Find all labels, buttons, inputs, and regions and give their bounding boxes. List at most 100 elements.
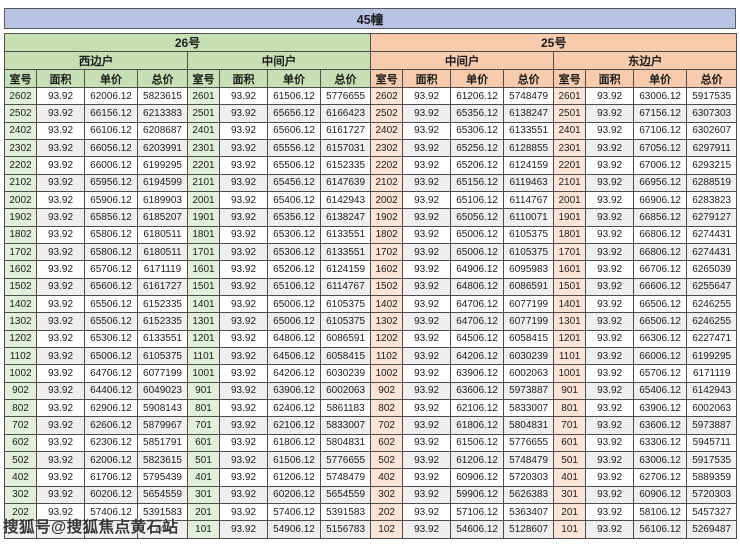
unit-price-cell: 67156.12 [633, 104, 688, 123]
total-price-column-header: 总价 [319, 69, 372, 88]
room-cell: 1302 [4, 312, 37, 331]
unit-price-cell: 61506.12 [267, 86, 321, 106]
unit-price-cell: 62006.12 [84, 450, 138, 470]
unit-price-cell: 63906.12 [633, 398, 688, 418]
room-cell: 1702 [370, 242, 404, 262]
unit-price-cell: 65706.12 [633, 364, 688, 383]
area-cell: 93.92 [585, 468, 635, 487]
unit-price-cell: 65906.12 [84, 190, 138, 210]
room-cell: 801 [187, 398, 220, 418]
room-cell: 1202 [4, 329, 37, 348]
unit-price-cell: 60906.12 [633, 485, 688, 504]
total-price-cell: 6095983 [503, 260, 555, 279]
area-cell: 93.92 [402, 312, 452, 331]
total-price-column-header: 总价 [137, 69, 188, 88]
unit-price-cell: 63906.12 [267, 381, 321, 400]
area-cell: 93.92 [36, 86, 85, 106]
total-price-cell: 6157031 [319, 138, 372, 158]
room-cell: 2201 [187, 156, 220, 175]
unit-price-cell: 65106.12 [267, 277, 321, 296]
unit-price-cell: 61806.12 [267, 433, 321, 452]
total-price-cell: 6002063 [503, 364, 555, 383]
area-cell: 93.92 [585, 381, 635, 400]
total-price-cell: 6185207 [137, 208, 188, 227]
total-price-cell: 6133551 [319, 225, 372, 244]
unit-price-cell: 63006.12 [633, 86, 688, 106]
unit-price-cell: 65506.12 [84, 294, 138, 314]
unit-price-cell: 54906.12 [267, 520, 321, 539]
total-price-cell: 6114767 [319, 277, 372, 296]
area-cell: 93.92 [219, 398, 268, 418]
unit-price-cell: 65306.12 [84, 329, 138, 348]
total-price-cell: 5720303 [503, 468, 555, 487]
table-row: 1302 93.92 65506.12 6152335 1301 93.92 65006.1… [4, 312, 738, 331]
total-price-column-header: 总价 [686, 69, 738, 88]
total-price-cell: 6105375 [137, 346, 188, 366]
unit-price-cell: 64706.12 [450, 312, 505, 331]
room-cell: 1402 [4, 294, 37, 314]
room-cell: 402 [4, 468, 37, 487]
area-column-header: 面积 [402, 69, 452, 88]
area-cell: 93.92 [36, 381, 85, 400]
table-row: 502 93.92 62006.12 5823615 501 93.92 61506.12 5… [4, 450, 738, 470]
unit-price-cell: 63906.12 [450, 364, 505, 383]
room-cell: 102 [370, 520, 404, 539]
unit-price-cell: 66506.12 [633, 312, 688, 331]
total-price-cell: 6246255 [686, 294, 738, 314]
area-cell: 93.92 [585, 520, 635, 539]
unit-price-column-header: 单价 [450, 69, 505, 88]
total-price-cell: 6283823 [686, 190, 738, 210]
unit-price-cell: 61806.12 [450, 416, 505, 435]
room-cell: 401 [553, 468, 587, 487]
room-cell: 1002 [370, 364, 404, 383]
table-row: 1902 93.92 65856.12 6185207 1901 93.92 65356.1… [4, 208, 738, 227]
total-price-cell: 6110071 [503, 208, 555, 227]
total-price-cell: 6180511 [137, 242, 188, 262]
room-cell: 1501 [187, 277, 220, 296]
area-cell: 93.92 [585, 485, 635, 504]
room-cell: 701 [187, 416, 220, 435]
total-price-cell: 6166423 [319, 104, 372, 123]
table-row: 802 93.92 62906.12 5908143 801 93.92 62406.12 5… [4, 398, 738, 418]
room-cell: 2402 [370, 121, 404, 140]
total-price-cell: 5776655 [503, 433, 555, 452]
total-price-cell: 6147639 [319, 173, 372, 192]
room-cell: 802 [4, 398, 37, 418]
side-header: 中间户 [186, 51, 372, 70]
area-cell: 93.92 [585, 208, 635, 227]
table-row: 902 93.92 64406.12 6049023 901 93.92 63906.12 6… [4, 381, 738, 400]
total-price-cell: 6086591 [503, 277, 555, 296]
room-cell: 901 [553, 381, 587, 400]
total-price-cell: 6279127 [686, 208, 738, 227]
unit-price-cell: 62106.12 [450, 398, 505, 418]
area-cell: 93.92 [36, 260, 85, 279]
room-cell: 101 [187, 520, 220, 539]
unit-price-cell: 65306.12 [450, 121, 505, 140]
room-column-header: 室号 [4, 69, 37, 88]
room-cell: 2502 [4, 104, 37, 123]
area-cell: 93.92 [585, 104, 635, 123]
unit-price-cell: 65156.12 [450, 173, 505, 192]
room-column-header: 室号 [553, 69, 587, 88]
area-cell: 93.92 [402, 156, 452, 175]
unit-price-column-header: 单价 [267, 69, 321, 88]
area-cell: 93.92 [219, 173, 268, 192]
room-cell: 401 [187, 468, 220, 487]
unit-price-cell: 65956.12 [84, 173, 138, 192]
room-cell: 601 [553, 433, 587, 452]
room-cell: 2602 [370, 86, 404, 106]
unit-price-cell: 65206.12 [450, 156, 505, 175]
room-cell: 502 [4, 450, 37, 470]
total-price-cell: 6105375 [503, 225, 555, 244]
table-row: 1402 93.92 65506.12 6152335 1401 93.92 65006.1… [4, 294, 738, 314]
room-cell: 2201 [553, 156, 587, 175]
unit-price-cell: 65306.12 [267, 242, 321, 262]
area-cell: 93.92 [585, 502, 635, 522]
room-cell: 1201 [553, 329, 587, 348]
room-cell: 2301 [553, 138, 587, 158]
area-cell: 93.92 [219, 433, 268, 452]
room-cell: 2602 [4, 86, 37, 106]
total-price-cell: 6128855 [503, 138, 555, 158]
total-price-cell: 6077199 [503, 312, 555, 331]
table-row: 702 93.92 62606.12 5879967 701 93.92 62106.12 5… [4, 416, 738, 435]
